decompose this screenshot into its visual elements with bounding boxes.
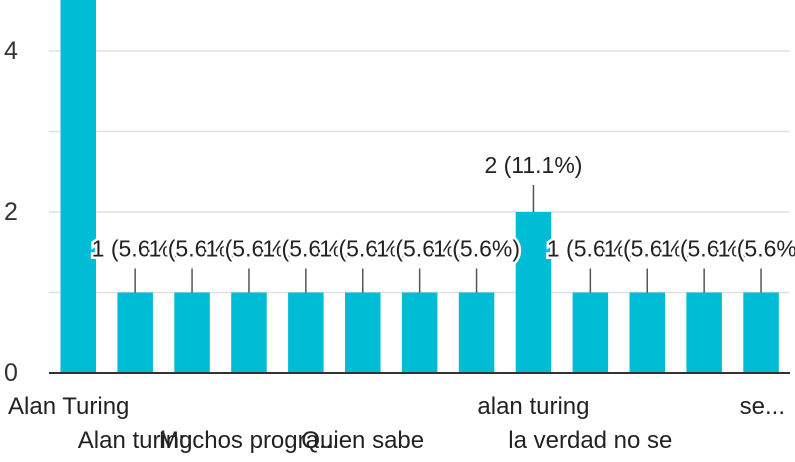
category-label: se...: [740, 393, 785, 420]
bar: [345, 292, 381, 373]
data-label: 1 (5.6%): [262, 236, 349, 262]
data-label: 1 (5.6%): [547, 236, 634, 262]
bar: [686, 292, 722, 373]
data-label: 1 (5.6%): [718, 236, 795, 262]
data-label: 1 (5.6%): [604, 236, 691, 262]
data-label: 2 (11.1%): [484, 152, 582, 178]
data-label: 1 (5.6%): [433, 236, 520, 262]
y-tick-label: 2: [4, 198, 18, 226]
category-label: Muchos progra...: [159, 427, 339, 454]
bar: [572, 292, 609, 373]
bar: [60, 0, 96, 373]
label-leader-lines: [134, 185, 762, 293]
data-label: 1 (5.6%): [149, 236, 236, 262]
bar: [629, 292, 665, 373]
bar: [515, 212, 552, 373]
category-label: Alan turing: [78, 427, 193, 454]
bar: [288, 292, 324, 373]
y-tick-label: 0: [4, 359, 18, 387]
y-tick-label: 4: [4, 37, 18, 65]
category-label: Alan Turing: [8, 393, 129, 420]
data-label: 1 (5.6%): [205, 236, 292, 262]
category-label: alan turing: [477, 393, 589, 420]
data-label: 1 (5.6%): [319, 236, 406, 262]
data-label: 1 (5.6%): [92, 236, 179, 262]
bar: [174, 292, 210, 373]
bar: [117, 292, 153, 373]
data-label: 1 (5.6%): [661, 236, 748, 262]
data-label: 1 (5.6%): [376, 236, 463, 262]
bar: [231, 292, 267, 373]
bar: [743, 292, 779, 373]
bars: [60, 0, 779, 373]
category-label: la verdad no se: [508, 427, 672, 454]
bar: [458, 292, 495, 373]
data-labels: 1 (5.6%)1 (5.6%)1 (5.6%)1 (5.6%)1 (5.6%)…: [89, 150, 795, 265]
category-label: Quien sabe: [301, 427, 424, 454]
bar: [401, 292, 438, 373]
y-axis-ticks: 0 2 4: [4, 37, 18, 387]
